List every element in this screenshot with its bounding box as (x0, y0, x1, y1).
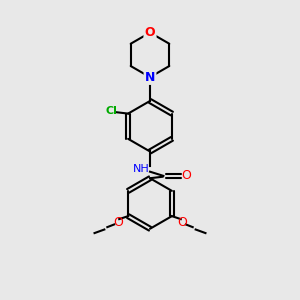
Text: O: O (177, 216, 187, 229)
Text: O: O (145, 26, 155, 39)
Text: Cl: Cl (106, 106, 118, 116)
Text: N: N (145, 71, 155, 84)
Text: O: O (113, 216, 123, 229)
Text: O: O (182, 169, 191, 182)
Text: NH: NH (133, 164, 150, 174)
